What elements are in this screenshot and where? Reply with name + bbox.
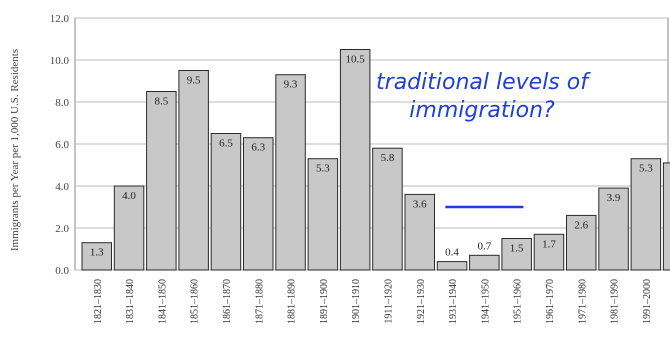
value-label: 8.5 xyxy=(154,96,168,108)
value-label: 9.5 xyxy=(187,75,201,87)
x-tick-label: 1901–1910 xyxy=(351,279,362,324)
bar xyxy=(598,187,629,271)
value-label: 6.5 xyxy=(219,138,233,150)
x-tick-label: 1891–1900 xyxy=(319,279,330,324)
x-tick-label: 1851–1860 xyxy=(190,279,201,324)
x-tick-label: 1981–1990 xyxy=(610,279,621,324)
value-label: 5.3 xyxy=(639,163,653,175)
x-tick-label: 1931–1940 xyxy=(448,279,459,324)
x-tick-label: 1841–1850 xyxy=(157,279,168,324)
x-tick-label: 1831–1840 xyxy=(125,279,136,324)
bar xyxy=(662,162,670,271)
value-label: 1.7 xyxy=(542,238,556,250)
bar xyxy=(307,158,339,271)
bar xyxy=(210,133,242,271)
y-tick-label: 0.0 xyxy=(55,265,69,277)
x-tick-label: 1861–1870 xyxy=(222,279,233,324)
axis-layer: 0.0 2.0 4.0 6.0 8.0 10.0 12.0 1821–1830 1831–184… xyxy=(50,13,653,324)
bar xyxy=(372,147,403,271)
bar xyxy=(243,137,274,271)
x-tick-label: 1951–1960 xyxy=(513,279,524,324)
x-tick-label: 1921–1930 xyxy=(416,279,427,324)
value-label: 6.3 xyxy=(251,142,265,154)
value-label: 3.9 xyxy=(607,192,621,204)
x-tick-label: 1991–2000 xyxy=(642,279,653,324)
y-tick-label: 10.0 xyxy=(50,55,70,67)
bar xyxy=(436,261,468,271)
bar xyxy=(275,74,306,271)
x-tick-label: 1971–1980 xyxy=(577,279,588,324)
y-tick-label: 8.0 xyxy=(55,97,69,109)
bar xyxy=(113,185,145,271)
y-tick-label: 2.0 xyxy=(55,223,69,235)
bar xyxy=(81,242,112,271)
annotation-line-2: immigration? xyxy=(409,98,555,123)
value-label: 0.4 xyxy=(445,247,459,259)
value-label: 0.7 xyxy=(477,240,491,252)
bar xyxy=(404,193,435,271)
y-axis-title: Immigrants per Year per 1,000 U.S. Resid… xyxy=(9,49,21,251)
x-tick-label: 1941–1950 xyxy=(480,279,491,324)
y-tick-label: 12.0 xyxy=(50,13,70,25)
value-label: 2.6 xyxy=(574,219,588,231)
x-tick-label: 1911–1920 xyxy=(383,279,394,324)
bar xyxy=(533,233,565,271)
x-tick-label: 1821–1830 xyxy=(93,279,104,324)
value-label: 1.5 xyxy=(510,243,524,255)
value-label: 5.3 xyxy=(316,163,330,175)
bar xyxy=(501,238,532,271)
bar xyxy=(146,91,177,271)
bar xyxy=(630,158,662,271)
value-label: 10.5 xyxy=(346,54,366,66)
bar xyxy=(178,70,209,271)
value-label: 1.3 xyxy=(90,247,104,259)
value-label: 4.0 xyxy=(122,190,136,202)
annotation-line-1: traditional levels of xyxy=(376,70,591,95)
y-tick-label: 4.0 xyxy=(55,181,69,193)
value-label: 3.6 xyxy=(413,198,427,210)
x-tick-label: 1881–1890 xyxy=(287,279,298,324)
value-label: 9.3 xyxy=(284,79,298,91)
y-tick-label: 6.0 xyxy=(55,139,69,151)
x-tick-label: 1961–1970 xyxy=(545,279,556,324)
value-label: 5.8 xyxy=(381,152,395,164)
x-tick-label: 1871–1880 xyxy=(254,279,265,324)
bar xyxy=(566,214,597,271)
bar xyxy=(339,49,371,271)
bar xyxy=(469,254,500,271)
bar-layer: 1.3 4.0 8.5 9.5 6.5 6.3 9.3 5.3 10.5 5.8 3.6 0.4 0.7… xyxy=(81,49,670,271)
annotation: traditional levels of immigration? xyxy=(376,70,591,209)
